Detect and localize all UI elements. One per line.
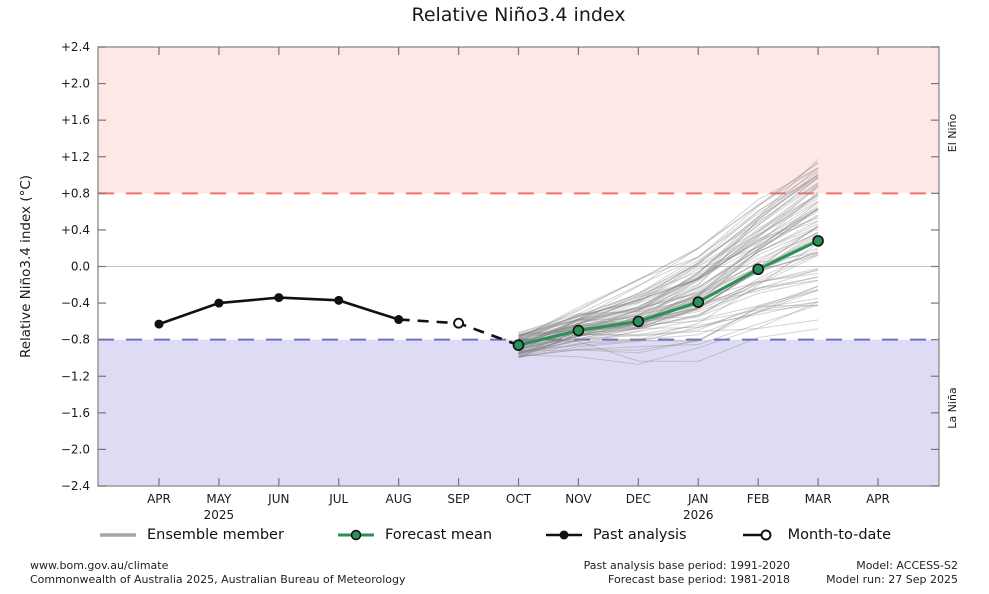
month-to-date-marker-icon	[742, 529, 772, 541]
x-tick-label: SEP	[447, 492, 469, 506]
x-tick-label: DEC	[626, 492, 651, 506]
y-tick-label: −2.0	[61, 442, 90, 456]
chart-legend: Ensemble member Forecast mean Past analy…	[0, 527, 989, 543]
past-analysis-point	[274, 293, 284, 303]
footer-attribution: www.bom.gov.au/climate Commonwealth of A…	[30, 559, 405, 586]
ensemble-member-lines	[518, 158, 819, 365]
la-nina-label: La Niña	[946, 387, 959, 428]
x-tick-label: MAY	[206, 492, 232, 506]
footer-url: www.bom.gov.au/climate	[30, 559, 169, 572]
chart-title: Relative Niño3.4 index	[411, 4, 626, 26]
x-tick-label: MAR	[805, 492, 832, 506]
past-analysis-point	[154, 319, 164, 329]
el-nino-label: El Niño	[946, 113, 959, 152]
legend-item-past-analysis: Past analysis	[544, 527, 687, 543]
y-tick-label: +2.0	[61, 77, 90, 91]
y-tick-label: −0.8	[61, 333, 90, 347]
model-name: Model: ACCESS-S2	[856, 559, 958, 572]
legend-item-ensemble: Ensemble member	[98, 527, 284, 543]
x-tick-label: NOV	[565, 492, 592, 506]
model-run-date: Model run: 27 Sep 2025	[826, 572, 958, 586]
forecast-mean-line-icon	[337, 529, 374, 541]
footer-model-info: Model: ACCESS-S2 Model run: 27 Sep 2025	[826, 559, 958, 586]
y-tick-label: +1.2	[61, 150, 90, 164]
x-tick-label: JAN	[687, 492, 709, 506]
y-tick-label: −1.2	[61, 369, 90, 383]
y-tick-label: +1.6	[61, 113, 90, 127]
x-year-label: 2025	[204, 508, 235, 522]
forecast-mean-point	[632, 315, 645, 328]
legend-label: Ensemble member	[146, 527, 284, 543]
past-analysis-point	[334, 295, 344, 305]
forecast-mean-point	[752, 263, 764, 276]
forecast-mean-point	[692, 296, 705, 308]
y-tick-label: +0.4	[61, 223, 90, 237]
forecast-mean-point	[512, 339, 525, 351]
x-tick-label: JUN	[267, 492, 289, 506]
forecast-base-period: Forecast base period: 1981-2018	[608, 572, 790, 586]
la-nina-band	[98, 339, 939, 486]
past-analysis-point	[214, 298, 224, 308]
footer-copyright: Commonwealth of Australia 2025, Australi…	[30, 572, 406, 586]
y-tick-label: 0.0	[71, 260, 90, 274]
x-year-label: 2026	[683, 508, 714, 522]
x-tick-label: FEB	[747, 492, 770, 506]
legend-label: Past analysis	[593, 527, 687, 543]
y-tick-label: −2.4	[61, 479, 90, 493]
legend-label: Month-to-date	[787, 527, 892, 543]
x-tick-label: APR	[866, 492, 890, 506]
forecast-mean-point	[572, 324, 585, 337]
month-to-date-point	[453, 317, 465, 329]
forecast-mean-line	[518, 239, 819, 347]
footer-base-periods: Past analysis base period: 1991-2020 For…	[584, 559, 790, 586]
legend-label: Forecast mean	[384, 527, 493, 543]
y-tick-label: −1.6	[61, 406, 90, 420]
past-analysis-line-icon	[546, 530, 583, 540]
past-analysis-base-period: Past analysis base period: 1991-2020	[583, 559, 790, 572]
forecast-mean-point	[812, 235, 824, 247]
y-axis-title: Relative Niño3.4 index (°C)	[18, 175, 34, 358]
x-tick-label: JUL	[328, 492, 348, 506]
x-tick-label: AUG	[386, 492, 412, 506]
y-tick-label: +2.4	[61, 40, 90, 54]
x-tick-label: APR	[147, 492, 171, 506]
el-nino-band	[98, 47, 939, 194]
y-tick-label: −0.4	[61, 296, 90, 310]
x-tick-label: OCT	[506, 492, 532, 506]
legend-item-forecast-mean: Forecast mean	[336, 527, 492, 543]
y-tick-label: +0.8	[61, 186, 90, 200]
ensemble-member-line-icon	[99, 533, 136, 537]
legend-item-month-to-date: Month-to-date	[739, 527, 891, 543]
